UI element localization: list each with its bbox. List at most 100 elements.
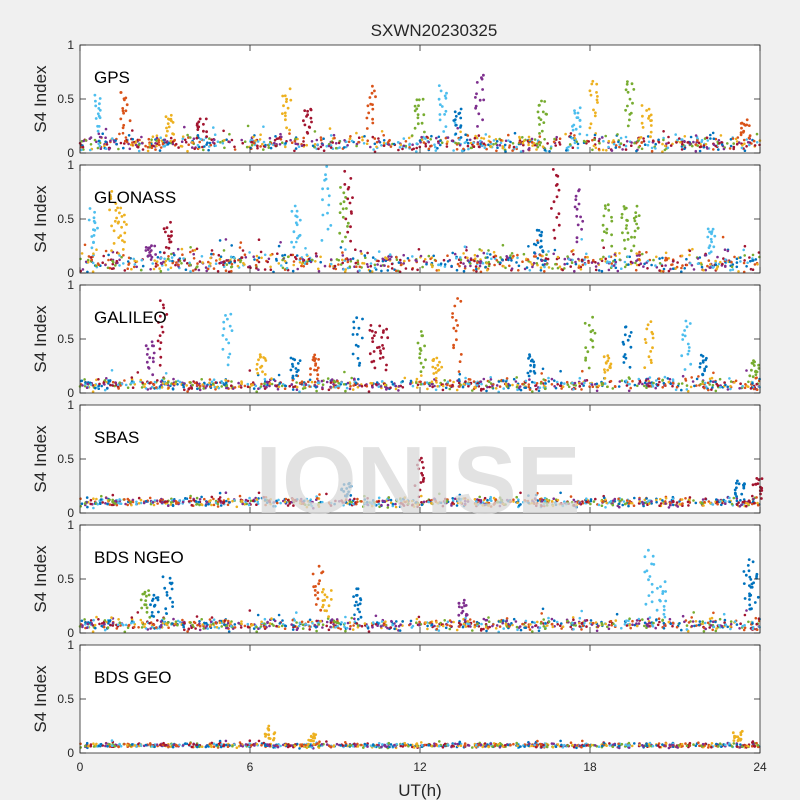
data-point xyxy=(643,384,646,388)
spike-point xyxy=(348,201,352,205)
data-point xyxy=(233,386,237,389)
spike-point xyxy=(649,350,653,353)
data-point xyxy=(327,628,331,632)
spike-point xyxy=(151,356,155,360)
data-point xyxy=(80,619,84,623)
data-point xyxy=(304,383,308,386)
data-point xyxy=(604,506,607,509)
data-point xyxy=(481,262,485,265)
data-point xyxy=(723,248,727,251)
spike-point xyxy=(529,359,533,363)
data-point xyxy=(512,617,516,621)
spike-point xyxy=(748,374,752,378)
data-point xyxy=(445,142,449,145)
data-point xyxy=(219,504,223,507)
data-point xyxy=(547,376,550,380)
spike-point xyxy=(229,312,233,316)
data-point xyxy=(643,143,647,146)
spike-point xyxy=(205,135,209,139)
data-point xyxy=(545,253,548,256)
spike-point xyxy=(603,376,607,380)
data-point xyxy=(198,628,202,632)
spike-point xyxy=(98,116,102,120)
data-point xyxy=(225,263,229,266)
data-point xyxy=(297,145,301,148)
data-point xyxy=(671,384,674,388)
spike-point xyxy=(372,334,376,337)
data-point xyxy=(301,387,305,390)
spike-point xyxy=(754,373,758,376)
spike-point xyxy=(532,363,536,367)
data-point xyxy=(267,257,271,261)
data-point xyxy=(124,383,128,387)
data-point xyxy=(758,143,761,147)
data-point xyxy=(709,137,712,140)
data-point xyxy=(581,500,584,503)
data-point xyxy=(464,133,467,136)
spike-point xyxy=(538,132,541,135)
spike-point xyxy=(284,118,287,122)
data-point xyxy=(166,381,170,384)
spike-point xyxy=(606,354,610,358)
spike-point xyxy=(93,210,96,214)
data-point xyxy=(333,136,336,140)
data-point xyxy=(456,126,460,130)
spike-point xyxy=(366,104,370,108)
spike-point xyxy=(624,325,628,329)
spike-point xyxy=(159,341,163,344)
data-point xyxy=(630,502,634,505)
data-point xyxy=(543,138,546,141)
data-point xyxy=(517,269,520,272)
spike-point xyxy=(112,242,116,245)
data-point xyxy=(380,380,384,383)
data-point xyxy=(423,382,427,386)
data-point xyxy=(231,387,235,390)
data-point xyxy=(594,261,597,264)
data-point xyxy=(207,260,210,264)
data-point xyxy=(127,142,130,146)
data-point xyxy=(474,265,478,268)
data-point xyxy=(688,496,692,499)
data-point xyxy=(119,384,122,387)
data-point xyxy=(730,260,733,264)
spike-point xyxy=(341,215,345,219)
data-point xyxy=(612,142,616,146)
spike-point xyxy=(626,231,630,235)
data-point xyxy=(675,501,679,504)
data-point xyxy=(711,503,715,506)
spike-point xyxy=(146,254,150,258)
data-point xyxy=(510,259,513,262)
data-point xyxy=(416,268,419,272)
data-point xyxy=(106,387,109,390)
data-point xyxy=(415,142,419,145)
data-point xyxy=(584,263,587,266)
spike-point xyxy=(452,346,455,350)
spike-point xyxy=(573,205,577,209)
spike-point xyxy=(576,116,580,119)
data-point xyxy=(600,257,603,261)
data-point xyxy=(664,502,667,505)
data-point xyxy=(419,254,423,258)
data-point xyxy=(423,258,427,261)
data-point xyxy=(614,266,618,270)
data-point xyxy=(607,268,611,272)
data-point xyxy=(681,502,684,505)
data-point xyxy=(382,258,386,262)
data-point xyxy=(344,383,348,386)
data-point xyxy=(646,135,650,138)
data-point xyxy=(209,256,212,260)
data-point xyxy=(627,389,631,393)
data-point xyxy=(164,382,168,386)
data-point xyxy=(263,253,267,257)
data-point xyxy=(452,149,455,152)
data-point xyxy=(95,497,98,501)
data-point xyxy=(526,258,530,261)
data-point xyxy=(152,267,156,271)
spike-point xyxy=(226,317,229,321)
spike-point xyxy=(371,117,374,121)
data-point xyxy=(755,388,759,392)
data-point xyxy=(436,385,439,388)
spike-point xyxy=(581,219,585,223)
data-point xyxy=(684,497,687,500)
data-point xyxy=(160,386,164,389)
